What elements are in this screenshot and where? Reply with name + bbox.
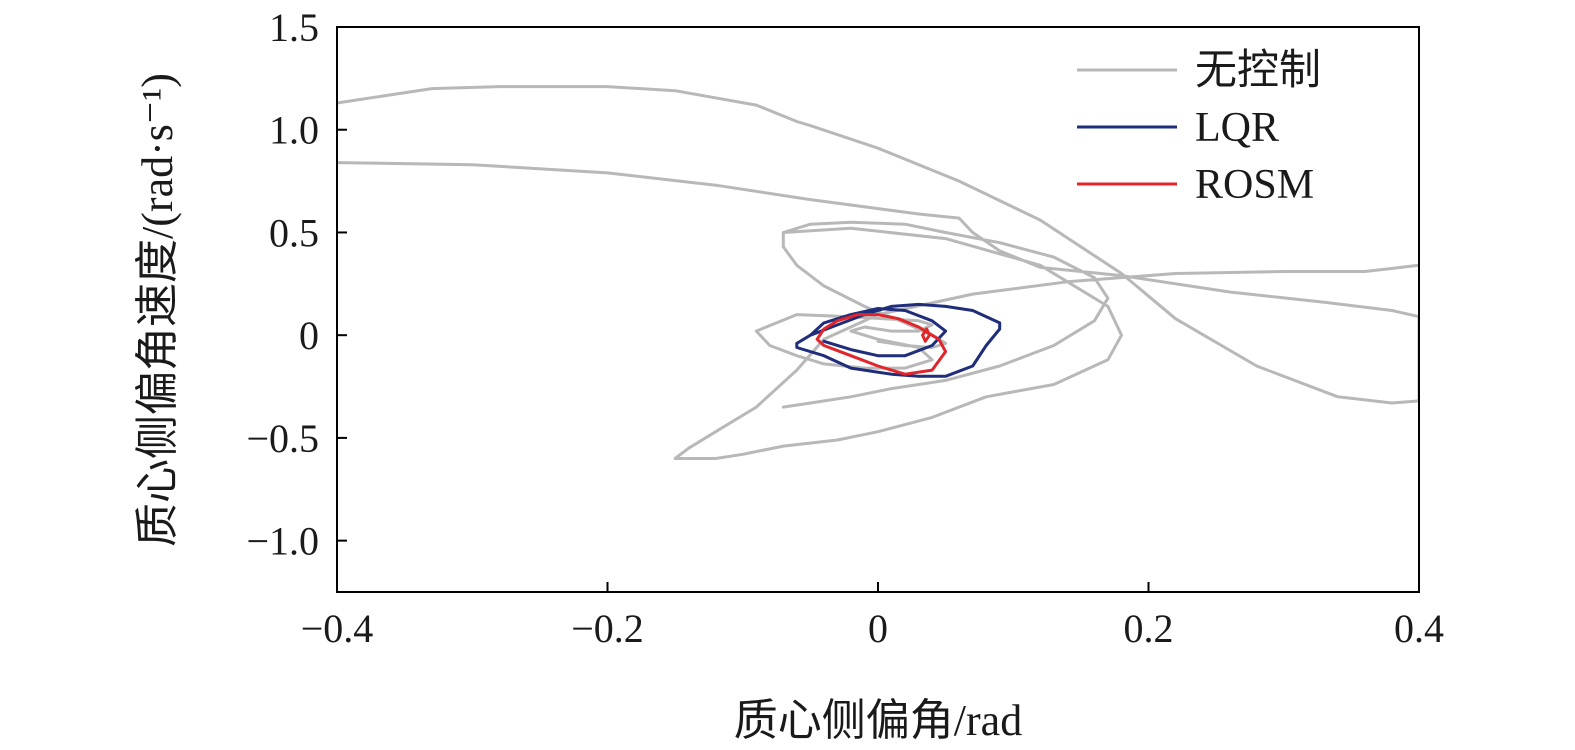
- x-tick-label: 0.2: [1124, 606, 1174, 651]
- y-tick-label: 0.5: [269, 210, 319, 255]
- y-tick-label: 1.0: [269, 108, 319, 153]
- x-tick-label: −0.4: [301, 606, 374, 651]
- y-tick-label: 0: [299, 313, 319, 358]
- legend-label-0: 无控制: [1195, 48, 1321, 94]
- legend: 无控制 LQR ROSM: [1077, 48, 1321, 208]
- series-line-2: [815, 313, 948, 376]
- y-axis-title: 质心侧偏角速度/(rad·s⁻¹): [133, 73, 182, 547]
- y-tick-label: −1.0: [246, 519, 319, 564]
- y-tick-label: −0.5: [246, 416, 319, 461]
- x-tick-label: 0: [868, 606, 888, 651]
- series-line-0: [337, 85, 1419, 460]
- x-axis-title: 质心侧偏角/rad: [734, 696, 1022, 745]
- x-tick-label: −0.2: [571, 606, 644, 651]
- x-tick-label: 0.4: [1394, 606, 1444, 651]
- legend-label-2: ROSM: [1195, 162, 1314, 208]
- legend-label-1: LQR: [1195, 105, 1279, 151]
- y-tick-label: 1.5: [269, 5, 319, 50]
